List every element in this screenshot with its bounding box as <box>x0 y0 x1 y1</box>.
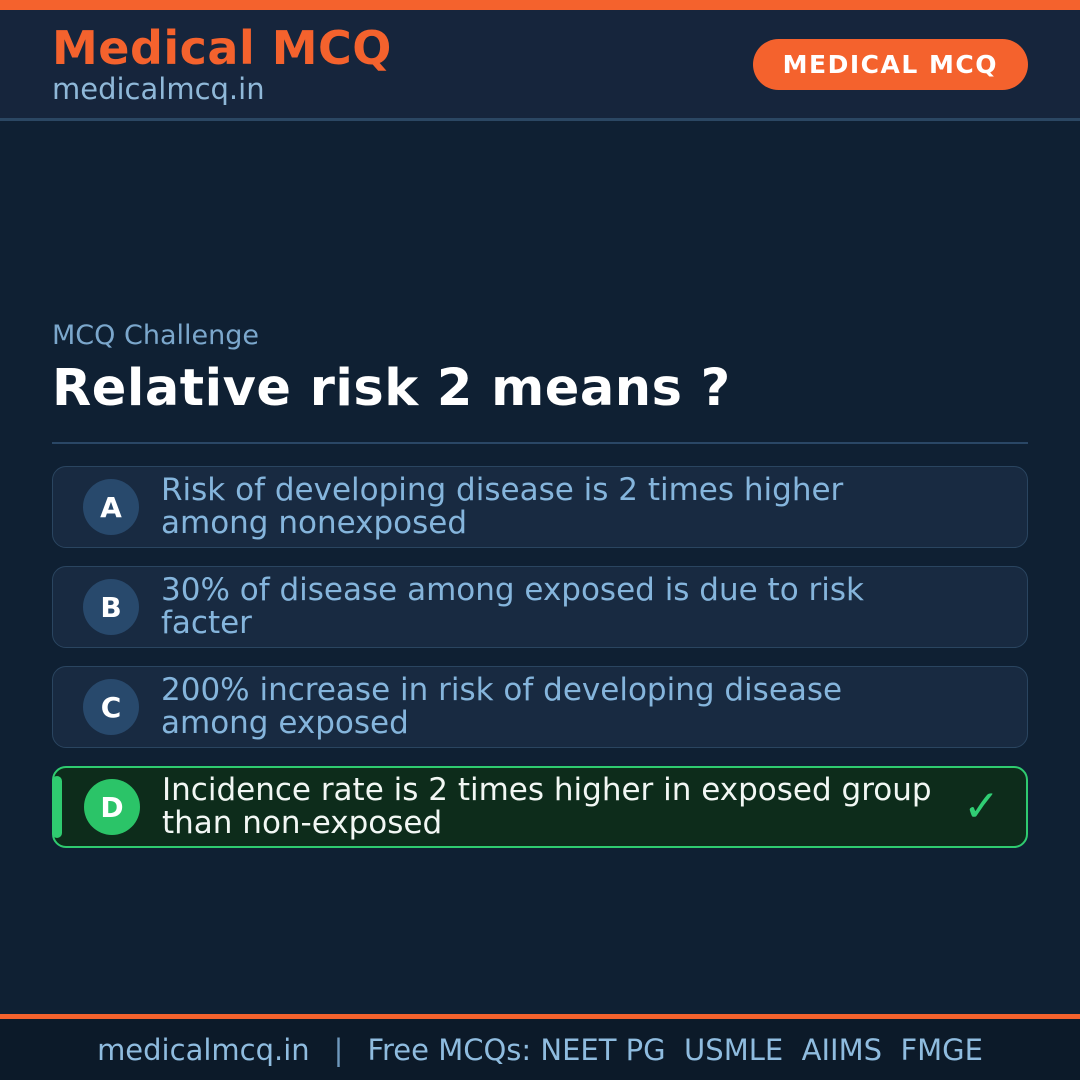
option-text: Incidence rate is 2 times higher in expo… <box>162 771 932 841</box>
option-row[interactable]: A Risk of developing disease is 2 times … <box>52 466 1028 548</box>
option-letter-badge: C <box>83 679 139 735</box>
options-list: A Risk of developing disease is 2 times … <box>52 466 1028 848</box>
option-row[interactable]: B 30% of disease among exposed is due to… <box>52 566 1028 648</box>
option-text: Risk of developing disease is 2 times hi… <box>161 471 844 541</box>
top-accent-strip <box>0 0 1080 10</box>
divider <box>52 442 1028 444</box>
brand-title: Medical MCQ <box>52 20 392 75</box>
option-letter-badge: B <box>83 579 139 635</box>
check-icon: ✓ <box>963 781 1000 832</box>
brand-block: Medical MCQ medicalmcq.in <box>52 25 392 104</box>
option-text: 30% of disease among exposed is due to r… <box>161 571 864 641</box>
header: Medical MCQ medicalmcq.in MEDICAL MCQ <box>0 10 1080 121</box>
option-text: 200% increase in risk of developing dise… <box>161 671 843 741</box>
footer: medicalmcq.in | Free MCQs: NEET PG USMLE… <box>0 1014 1080 1080</box>
correct-accent-bar <box>52 776 62 838</box>
brand-subtitle: medicalmcq.in <box>52 71 265 106</box>
brand-badge: MEDICAL MCQ <box>752 38 1028 90</box>
question-section: MCQ Challenge Relative risk 2 means ? A … <box>52 322 1028 848</box>
footer-site: medicalmcq.in <box>97 1032 310 1067</box>
option-letter-badge: D <box>84 779 140 835</box>
footer-tagline: Free MCQs: NEET PG USMLE AIIMS FMGE <box>367 1032 983 1067</box>
option-letter-badge: A <box>83 479 139 535</box>
footer-separator: | <box>333 1032 344 1067</box>
option-row[interactable]: C 200% increase in risk of developing di… <box>52 666 1028 748</box>
question-title: Relative risk 2 means ? <box>52 359 731 418</box>
option-row[interactable]: D Incidence rate is 2 times higher in ex… <box>52 766 1028 848</box>
question-eyebrow: MCQ Challenge <box>52 320 259 351</box>
